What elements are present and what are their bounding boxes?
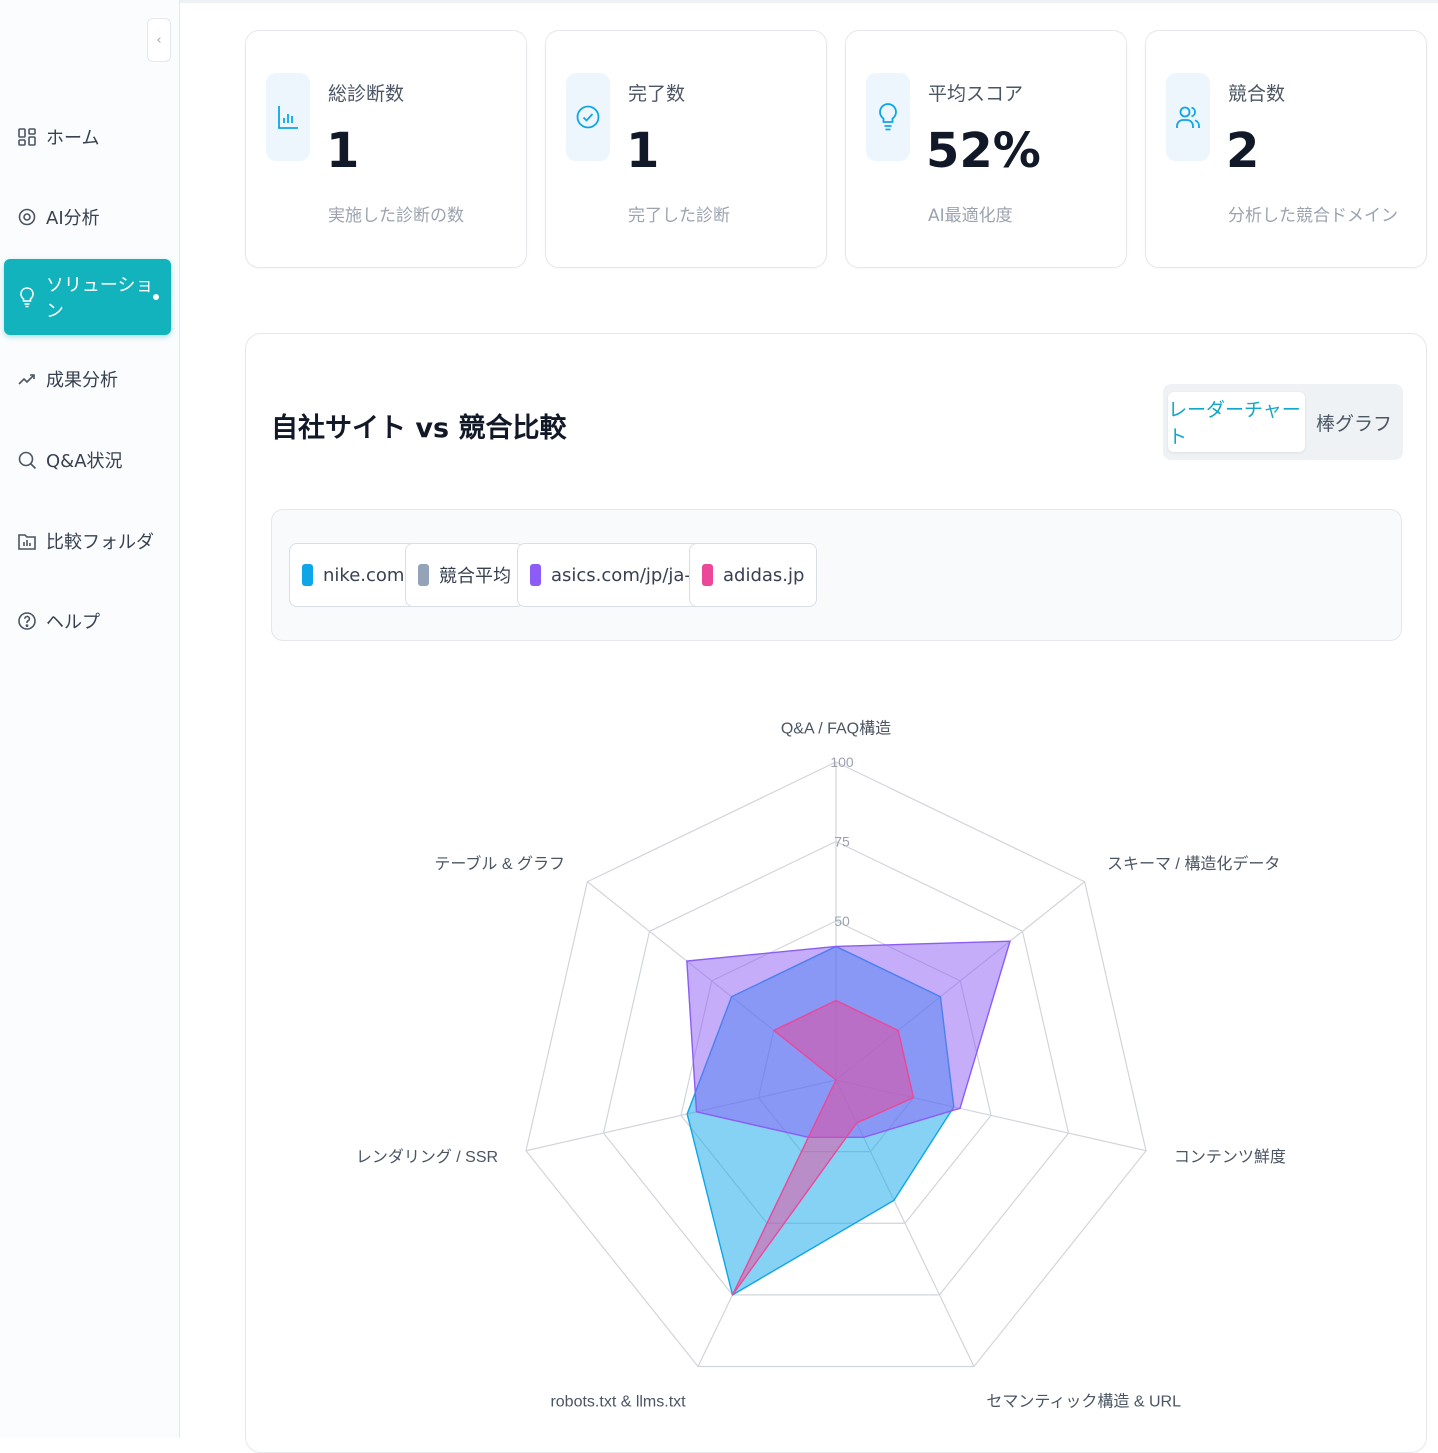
legend-item[interactable]: asics.com/jp/ja-jp	[517, 543, 721, 607]
stat-caption: AI最適化度	[928, 206, 1013, 226]
sidebar-item-help[interactable]: ヘルプ	[4, 583, 171, 659]
sidebar-item-label: Q&A状況	[46, 451, 123, 472]
sidebar-item-label: ソリューション	[45, 275, 154, 322]
legend-swatch	[418, 564, 429, 586]
top-border	[0, 0, 1438, 3]
stat-label: 完了数	[628, 83, 686, 105]
legend-swatch	[302, 564, 313, 586]
help-circle-icon	[16, 610, 38, 632]
sidebar-item-compare-folder[interactable]: 比較フォルダ	[4, 503, 171, 579]
bar-chart-icon	[266, 73, 310, 161]
sidebar-item-label: AI分析	[46, 208, 100, 229]
stat-card-competitors: 競合数 2 分析した競合ドメイン	[1145, 30, 1427, 268]
stat-caption: 実施した診断の数	[328, 206, 464, 226]
comparison-panel: 自社サイト vs 競合比較 レーダーチャート 棒グラフ nike.com 競合平…	[245, 333, 1427, 1453]
search-icon	[16, 449, 38, 471]
lightbulb-icon	[866, 73, 910, 161]
sidebar-item-label: 成果分析	[46, 370, 118, 391]
sidebar: ‹ ホーム AI分析 ソリューション 成果分析 Q&A状況	[0, 0, 180, 1438]
comparison-title: 自社サイト vs 競合比較	[271, 413, 567, 444]
sidebar-item-qa[interactable]: Q&A状況	[4, 422, 171, 498]
check-circle-icon	[566, 73, 610, 161]
sidebar-item-solution[interactable]: ソリューション	[4, 259, 171, 335]
legend-item[interactable]: 競合平均	[405, 543, 524, 607]
sidebar-item-label: 比較フォルダ	[46, 532, 154, 553]
stat-label: 競合数	[1228, 83, 1286, 105]
legend-label: asics.com/jp/ja-jp	[551, 564, 708, 586]
lightbulb-icon	[16, 286, 38, 308]
sidebar-item-ai-analysis[interactable]: AI分析	[4, 179, 171, 255]
legend-label: adidas.jp	[723, 564, 805, 586]
chevron-left-icon: ‹	[156, 32, 162, 48]
stat-label: 総診断数	[328, 83, 405, 105]
trend-up-icon	[16, 368, 38, 390]
stat-value: 1	[326, 123, 360, 179]
stat-card-average-score: 平均スコア 52% AI最適化度	[845, 30, 1127, 268]
sidebar-item-label: ヘルプ	[46, 612, 100, 633]
sidebar-item-label: ホーム	[46, 128, 100, 149]
stat-label: 平均スコア	[928, 83, 1024, 105]
legend-item[interactable]: nike.com	[289, 543, 418, 607]
target-icon	[16, 206, 38, 228]
stat-caption: 完了した診断	[628, 206, 730, 226]
legend-item[interactable]: adidas.jp	[689, 543, 818, 607]
stat-card-completed: 完了数 1 完了した診断	[545, 30, 827, 268]
legend: nike.com 競合平均 asics.com/jp/ja-jp adidas.…	[271, 509, 1402, 641]
grid-icon	[16, 126, 38, 148]
stat-value: 1	[626, 123, 660, 179]
active-indicator	[153, 294, 159, 300]
users-icon	[1166, 73, 1210, 161]
stat-value: 52%	[926, 123, 1041, 179]
tab-bar-chart[interactable]: 棒グラフ	[1315, 412, 1392, 435]
sidebar-item-results[interactable]: 成果分析	[4, 341, 171, 417]
stat-card-total-diagnoses: 総診断数 1 実施した診断の数	[245, 30, 527, 268]
folder-chart-icon	[16, 530, 38, 552]
collapse-sidebar-button[interactable]: ‹	[147, 18, 171, 62]
legend-label: nike.com	[323, 564, 405, 586]
stat-caption: 分析した競合ドメイン	[1228, 206, 1398, 226]
stat-value: 2	[1226, 123, 1260, 179]
legend-swatch	[530, 564, 541, 586]
legend-label: 競合平均	[439, 566, 511, 587]
tab-radar-chart[interactable]: レーダーチャート	[1168, 392, 1305, 452]
sidebar-item-home[interactable]: ホーム	[4, 99, 171, 175]
chart-type-toggle: レーダーチャート 棒グラフ	[1163, 384, 1403, 460]
legend-swatch	[702, 564, 713, 586]
